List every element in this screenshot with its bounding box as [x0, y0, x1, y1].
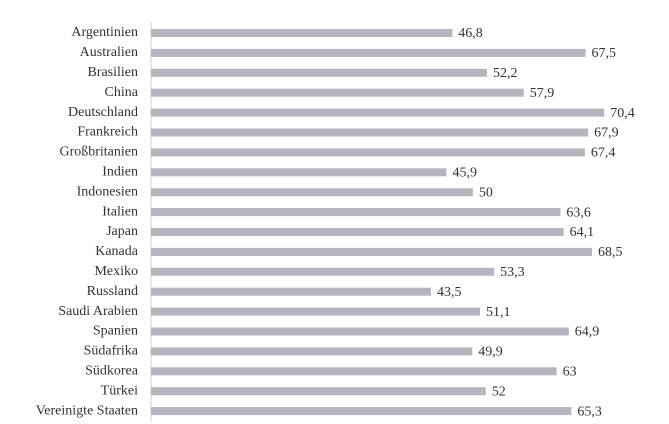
y-tick-label: Vereinigte Staaten: [36, 403, 138, 418]
value-label: 52,2: [493, 66, 517, 81]
value-label: 63,6: [566, 205, 591, 220]
y-tick-label: China: [105, 85, 139, 100]
bar: [151, 48, 586, 57]
y-tick-label: Indien: [102, 165, 138, 180]
y-tick-label: Indonesien: [77, 184, 138, 199]
value-label: 64,1: [570, 225, 595, 240]
y-tick-label: Deutschland: [68, 105, 138, 120]
y-tick-label: Brasilien: [87, 65, 138, 80]
y-tick-label: Südkorea: [85, 364, 139, 379]
y-tick-label: Saudi Arabien: [58, 304, 138, 319]
bar: [151, 327, 569, 336]
y-tick-label: Großbritanien: [59, 145, 138, 160]
value-label: 64,9: [575, 325, 600, 340]
value-label: 67,5: [592, 46, 617, 61]
bar: [151, 68, 488, 77]
y-tick-label: Australien: [80, 45, 138, 60]
bar: [151, 367, 557, 376]
value-label: 70,4: [610, 106, 635, 121]
y-tick-label: Mexiko: [94, 264, 138, 279]
value-label: 52: [492, 384, 506, 399]
value-label: 68,5: [598, 245, 623, 260]
value-label: 43,5: [437, 285, 462, 300]
bar: [151, 148, 585, 157]
bar: [151, 108, 605, 117]
y-tick-label: Kanada: [95, 244, 139, 259]
bar: [151, 267, 495, 276]
value-label: 53,3: [500, 265, 525, 280]
value-label: 67,9: [594, 126, 619, 141]
bar: [151, 188, 473, 197]
value-label: 49,9: [478, 345, 503, 360]
bar: [151, 128, 589, 137]
y-tick-label: Argentinien: [71, 25, 138, 40]
bar: [151, 168, 447, 177]
value-label: 57,9: [530, 86, 555, 101]
value-label: 50: [479, 185, 493, 200]
value-label: 46,8: [458, 26, 483, 41]
y-tick-label: Frankreich: [77, 125, 138, 140]
y-tick-label: Türkei: [101, 383, 138, 398]
bar: [151, 228, 564, 236]
bar: [151, 29, 453, 37]
value-label: 51,1: [486, 305, 511, 320]
bar: [151, 287, 432, 296]
bar: [151, 407, 572, 416]
bar: [151, 307, 480, 316]
bar: [151, 88, 524, 97]
value-label: 67,4: [591, 146, 616, 161]
y-tick-label: Japan: [106, 224, 138, 239]
value-label: 65,3: [577, 404, 602, 419]
value-label: 63: [563, 365, 577, 380]
bar: [151, 208, 561, 217]
y-tick-label: Russland: [87, 284, 138, 299]
bar: [151, 387, 486, 396]
bar: [151, 347, 473, 356]
bar: [151, 247, 592, 256]
value-label: 45,9: [452, 166, 477, 181]
y-tick-label: Spanien: [93, 324, 138, 339]
y-tick-label: Südafrika: [84, 344, 139, 359]
y-tick-label: Italien: [102, 204, 138, 219]
